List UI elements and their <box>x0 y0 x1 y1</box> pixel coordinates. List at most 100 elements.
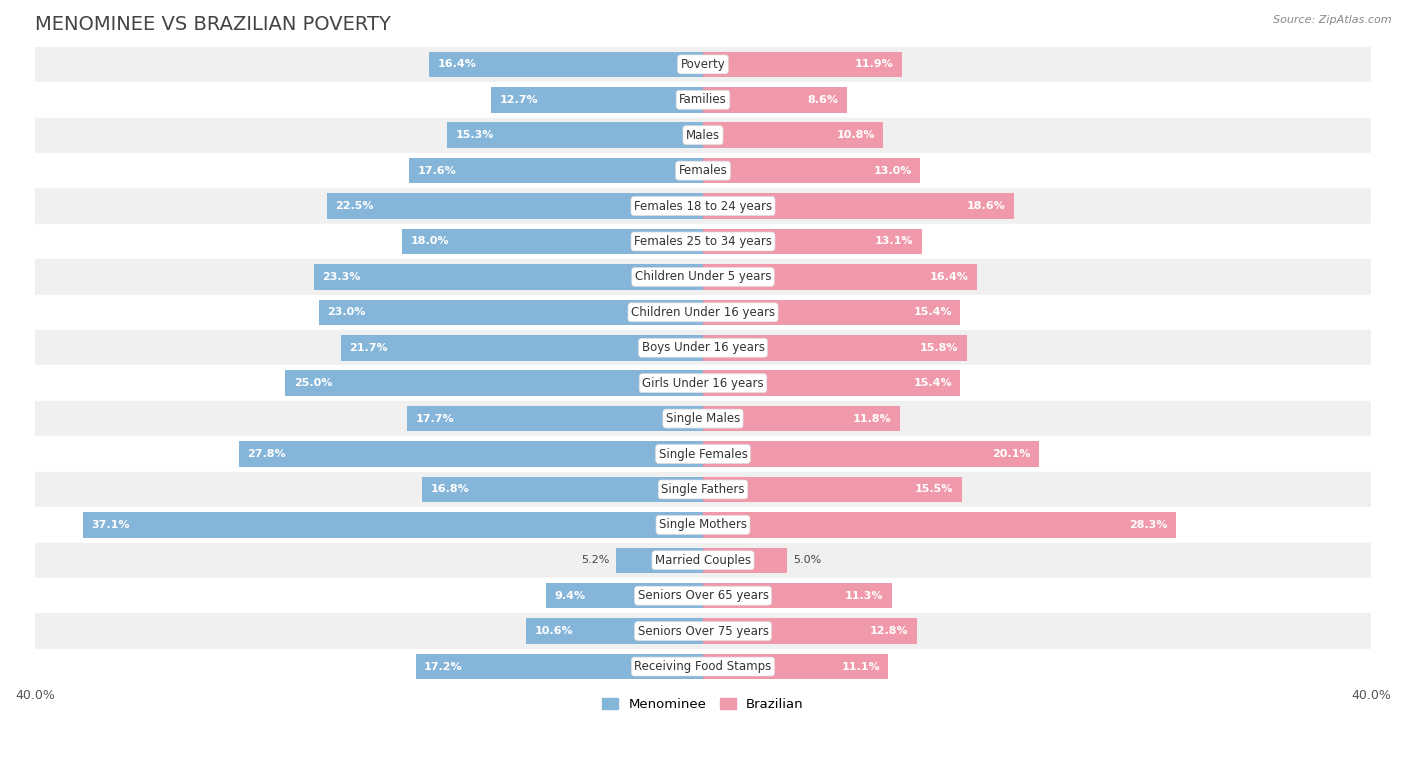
Text: 12.8%: 12.8% <box>870 626 908 636</box>
Bar <box>35 153 1371 188</box>
Bar <box>703 654 889 679</box>
Bar <box>319 299 703 325</box>
Text: 13.1%: 13.1% <box>875 236 914 246</box>
Bar <box>703 123 883 148</box>
Bar <box>35 649 1371 684</box>
Text: Girls Under 16 years: Girls Under 16 years <box>643 377 763 390</box>
Bar <box>35 543 1371 578</box>
Bar <box>703 193 1014 219</box>
Text: Children Under 5 years: Children Under 5 years <box>634 271 772 283</box>
Bar <box>35 578 1371 613</box>
Bar <box>703 547 786 573</box>
Bar <box>616 547 703 573</box>
Bar <box>35 613 1371 649</box>
Bar <box>408 406 703 431</box>
Bar <box>429 52 703 77</box>
Bar <box>35 188 1371 224</box>
Text: 13.0%: 13.0% <box>873 166 911 176</box>
Text: Single Mothers: Single Mothers <box>659 518 747 531</box>
Bar <box>328 193 703 219</box>
Text: 25.0%: 25.0% <box>294 378 332 388</box>
Bar <box>35 437 1371 471</box>
Bar <box>416 654 703 679</box>
Text: Children Under 16 years: Children Under 16 years <box>631 305 775 319</box>
Text: Males: Males <box>686 129 720 142</box>
Bar <box>703 477 962 503</box>
Text: 5.0%: 5.0% <box>793 556 821 565</box>
Bar <box>703 87 846 112</box>
Text: 17.7%: 17.7% <box>416 414 454 424</box>
Bar <box>35 507 1371 543</box>
Bar <box>703 441 1039 467</box>
Text: Single Females: Single Females <box>658 447 748 461</box>
Text: Females: Females <box>679 164 727 177</box>
Text: 8.6%: 8.6% <box>807 95 838 105</box>
Bar <box>703 512 1175 537</box>
Bar <box>35 365 1371 401</box>
Bar <box>35 82 1371 117</box>
Bar <box>35 471 1371 507</box>
Text: 16.4%: 16.4% <box>929 272 969 282</box>
Bar <box>35 330 1371 365</box>
Text: Poverty: Poverty <box>681 58 725 71</box>
Bar <box>402 229 703 254</box>
Text: 18.6%: 18.6% <box>966 201 1005 211</box>
Bar <box>35 47 1371 82</box>
Bar <box>703 619 917 644</box>
Bar <box>35 224 1371 259</box>
Bar <box>447 123 703 148</box>
Text: MENOMINEE VS BRAZILIAN POVERTY: MENOMINEE VS BRAZILIAN POVERTY <box>35 15 391 34</box>
Text: Females 25 to 34 years: Females 25 to 34 years <box>634 235 772 248</box>
Text: 11.3%: 11.3% <box>845 590 883 600</box>
Bar <box>703 406 900 431</box>
Text: 15.4%: 15.4% <box>914 378 952 388</box>
Text: 16.4%: 16.4% <box>437 59 477 70</box>
Text: 20.1%: 20.1% <box>991 449 1031 459</box>
Text: 27.8%: 27.8% <box>247 449 285 459</box>
Text: 23.0%: 23.0% <box>328 307 366 318</box>
Text: 15.3%: 15.3% <box>456 130 494 140</box>
Bar <box>703 371 960 396</box>
Bar <box>703 158 920 183</box>
Bar <box>35 401 1371 437</box>
Text: Seniors Over 65 years: Seniors Over 65 years <box>637 589 769 602</box>
Bar <box>703 335 967 361</box>
Bar <box>491 87 703 112</box>
Bar <box>703 52 901 77</box>
Text: 21.7%: 21.7% <box>349 343 388 352</box>
Text: 15.5%: 15.5% <box>915 484 953 494</box>
Text: 15.4%: 15.4% <box>914 307 952 318</box>
Text: 5.2%: 5.2% <box>581 556 609 565</box>
Text: 18.0%: 18.0% <box>411 236 450 246</box>
Bar <box>409 158 703 183</box>
Bar <box>83 512 703 537</box>
Legend: Menominee, Brazilian: Menominee, Brazilian <box>598 692 808 716</box>
Text: 16.8%: 16.8% <box>430 484 470 494</box>
Text: 37.1%: 37.1% <box>91 520 131 530</box>
Text: 23.3%: 23.3% <box>322 272 360 282</box>
Bar <box>314 264 703 290</box>
Text: Receiving Food Stamps: Receiving Food Stamps <box>634 660 772 673</box>
Text: 9.4%: 9.4% <box>554 590 585 600</box>
Text: Seniors Over 75 years: Seniors Over 75 years <box>637 625 769 637</box>
Bar <box>35 117 1371 153</box>
Bar <box>703 583 891 609</box>
Text: 22.5%: 22.5% <box>336 201 374 211</box>
Bar <box>340 335 703 361</box>
Bar <box>285 371 703 396</box>
Bar <box>35 295 1371 330</box>
Text: Single Males: Single Males <box>666 412 740 425</box>
Text: 11.9%: 11.9% <box>855 59 893 70</box>
Text: 10.6%: 10.6% <box>534 626 572 636</box>
Bar <box>35 259 1371 295</box>
Text: 11.8%: 11.8% <box>853 414 891 424</box>
Text: Families: Families <box>679 93 727 106</box>
Text: Source: ZipAtlas.com: Source: ZipAtlas.com <box>1274 15 1392 25</box>
Bar <box>546 583 703 609</box>
Text: 12.7%: 12.7% <box>499 95 538 105</box>
Text: Females 18 to 24 years: Females 18 to 24 years <box>634 199 772 212</box>
Text: 11.1%: 11.1% <box>841 662 880 672</box>
Text: 10.8%: 10.8% <box>837 130 875 140</box>
Bar <box>703 229 922 254</box>
Text: 17.2%: 17.2% <box>425 662 463 672</box>
